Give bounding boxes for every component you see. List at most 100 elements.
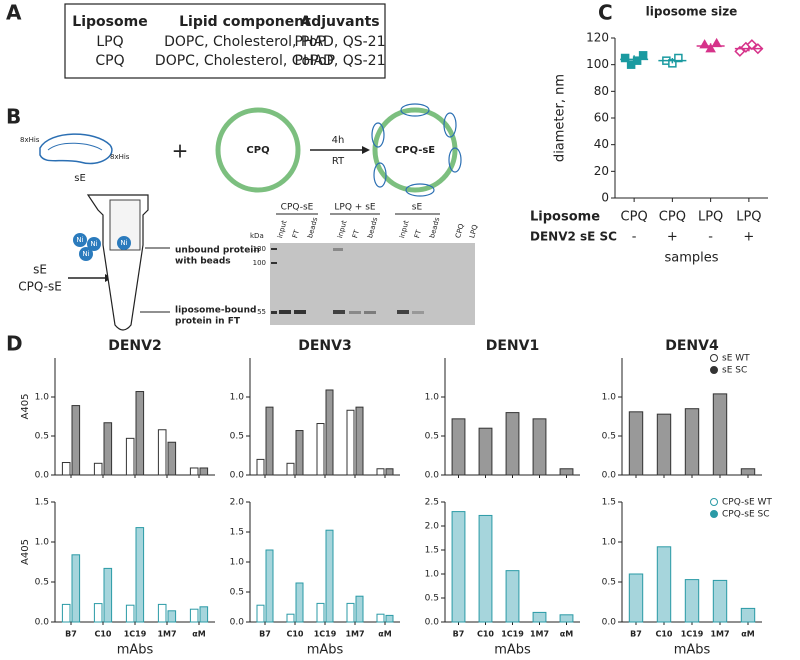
liposome-icon [372,107,458,193]
condition: 4h [332,135,345,146]
input-label: CPQ-sE [18,280,62,294]
y-tick-label: 80 [594,84,609,98]
y-tick-label: 0.0 [230,471,245,481]
y-tick-label: 0.5 [230,432,244,442]
bar [712,579,728,623]
bar [355,595,364,623]
x-tick-label: + [667,230,678,245]
bar [189,608,199,623]
gel-lane: beads [428,216,441,239]
gel-group: CPQ-sE [281,203,314,213]
gel-lane: LPQ [468,223,479,239]
table-cell: DOPC, Cholesterol, CoPoP [155,53,335,69]
gel-marker: 130 [253,245,266,253]
bar [478,514,493,623]
chart-title: liposome size [646,5,738,19]
gel-lane: CPQ [454,222,466,239]
x-tick-label: 1C19 [501,630,524,639]
gel-lane: beads [306,216,319,239]
x-tick-label: C10 [94,630,111,639]
liposome-label: CPQ [246,145,269,156]
protein-label: sE [74,173,86,184]
y-axis-label: A405 [20,539,31,565]
bar [505,412,520,476]
point [620,53,630,63]
y-tick-label: 0.0 [602,618,617,628]
x-tick-label: B7 [65,630,77,639]
table-frame [64,3,386,79]
bar [103,567,113,623]
y-axis-label: diameter, nm [553,74,568,162]
x-tick-label: C10 [655,630,672,639]
bar [532,611,547,623]
x-tick-label: αM [192,630,205,639]
y-tick-label: 1.0 [602,393,617,403]
x-tick-label: αM [560,630,573,639]
protein-icon [39,133,113,165]
legend-marker [710,498,718,506]
gel-lane: input [276,219,288,239]
y-tick-label: 100 [586,57,609,71]
gel-lane: input [398,219,410,239]
bar [135,527,145,623]
y-tick-label: 1.0 [230,393,245,403]
x-tick-label: αM [378,630,391,639]
x-tick-label: 1M7 [345,630,364,639]
x-tick-label: B7 [259,630,271,639]
bar [93,462,103,476]
y-tick-label: 0.5 [602,578,616,588]
y-tick-label: 60 [594,111,609,125]
y-tick-label: 0.0 [602,471,617,481]
y-tick-label: 0.5 [35,578,49,588]
x-tick-label: - [708,230,713,245]
product-label: CPQ-sE [395,145,435,156]
bar [71,554,81,623]
y-tick-label: 2.5 [425,498,439,508]
y-tick-label: 2.0 [425,522,440,532]
gel-group: LPQ + sE [334,203,375,213]
tag-label: 8xHis [110,153,130,161]
gel-lane: beads [366,216,379,239]
bar [61,462,71,476]
point [674,53,683,63]
y-tick-label: 1.5 [35,498,49,508]
x-tick-label: C10 [286,630,303,639]
x-tick-label: B7 [630,630,642,639]
y-tick-label: 0.5 [35,432,49,442]
x-tick-label: + [743,230,754,245]
x-axis-label: mAbs [307,643,344,658]
gel-marker: 100 [253,259,266,267]
y-tick-label: 1.0 [425,393,440,403]
y-tick-label: 0.0 [35,471,50,481]
x-tick-label: 1M7 [157,630,176,639]
bar [532,418,547,476]
y-tick-label: 20 [594,164,609,178]
table-header: Adjuvants [300,14,379,30]
callout: protein in FT [175,317,241,327]
x-axis-label: mAbs [494,643,531,658]
bar [376,613,385,623]
y-axis-label: A405 [20,394,31,420]
bar [684,408,700,476]
callout: liposome-bound [175,306,256,316]
table-header: Liposome [72,14,147,30]
bar [559,614,574,623]
bar [385,468,394,476]
y-tick-label: 0.0 [35,618,50,628]
callout: unbound protein [175,246,260,256]
y-tick-label: 0.5 [425,594,439,604]
x-tick-label: 1C19 [314,630,337,639]
bar [157,603,167,623]
y-tick-label: 1.0 [602,538,617,548]
bar [157,429,167,476]
bar [103,422,113,476]
bar [265,549,274,623]
bar [505,570,520,623]
legend-marker [710,366,718,374]
bar [325,389,334,476]
y-tick-label: 1.5 [425,546,439,556]
chart-title: DENV2 [108,338,161,354]
arrow-head [362,146,370,154]
bound-proteins [371,103,462,197]
x-tick-label: 1M7 [710,630,729,639]
